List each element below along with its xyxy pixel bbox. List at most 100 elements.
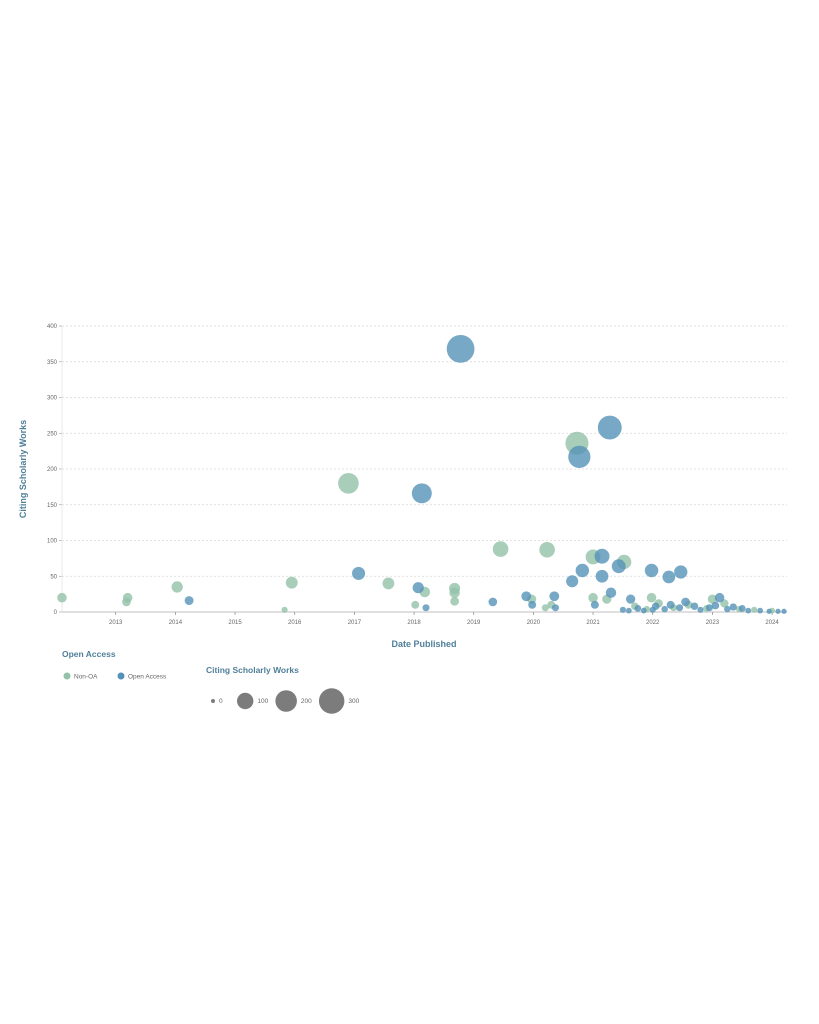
size-legend-bubble xyxy=(275,690,297,712)
data-point-non-oa xyxy=(751,606,758,613)
data-point-open-access xyxy=(619,606,626,613)
data-point-non-oa xyxy=(450,596,460,606)
data-point-non-oa xyxy=(281,606,288,613)
x-tick-label: 2018 xyxy=(407,620,421,626)
data-point-open-access xyxy=(611,559,626,574)
data-point-open-access xyxy=(605,587,617,598)
data-point-open-access xyxy=(568,445,591,468)
legend-label: Non-OA xyxy=(74,674,98,681)
data-point-open-access xyxy=(724,605,731,613)
x-tick-label: 2015 xyxy=(228,620,242,626)
data-point-open-access xyxy=(488,597,498,607)
y-axis-title: Citing Scholarly Works xyxy=(18,420,28,518)
data-point-non-oa xyxy=(492,541,509,557)
data-point-non-oa xyxy=(171,581,183,593)
y-tick-label: 50 xyxy=(50,574,57,580)
data-point-open-access xyxy=(595,569,609,583)
size-legend-title: Citing Scholarly Works xyxy=(206,665,299,675)
data-point-open-access xyxy=(575,563,590,578)
legend-swatch xyxy=(63,672,71,680)
data-point-open-access xyxy=(697,606,704,613)
data-point-open-access xyxy=(690,602,699,611)
size-legend-bubble xyxy=(237,692,254,710)
data-point-open-access xyxy=(649,606,656,613)
data-point-open-access xyxy=(681,597,690,607)
data-points xyxy=(57,334,787,614)
x-tick-label: 2017 xyxy=(348,620,362,626)
data-point-non-oa xyxy=(382,577,395,590)
data-point-open-access xyxy=(711,601,720,610)
data-point-non-oa xyxy=(541,604,549,612)
size-legend-label: 100 xyxy=(257,698,268,705)
y-tick-label: 100 xyxy=(47,539,58,545)
x-tick-label: 2020 xyxy=(527,620,541,626)
y-tick-label: 250 xyxy=(47,431,58,437)
data-point-non-oa xyxy=(588,592,598,603)
data-point-open-access xyxy=(597,415,622,440)
y-tick-label: 300 xyxy=(47,396,58,402)
y-tick-label: 150 xyxy=(47,503,58,509)
data-point-non-oa xyxy=(707,594,718,604)
data-point-open-access xyxy=(640,607,647,614)
x-tick-label: 2023 xyxy=(706,620,720,626)
data-point-open-access xyxy=(766,608,772,614)
data-point-non-oa xyxy=(338,472,359,494)
data-point-open-access xyxy=(594,548,610,564)
data-point-open-access xyxy=(781,608,787,614)
data-point-open-access xyxy=(714,592,725,603)
size-legend: Citing Scholarly Works 0 100 200 300 xyxy=(206,665,360,714)
color-legend-title: Open Access xyxy=(62,649,116,659)
legend-label: Open Access xyxy=(128,674,167,681)
data-point-non-oa xyxy=(539,542,555,558)
data-point-open-access xyxy=(352,566,366,580)
data-point-open-access xyxy=(528,600,537,609)
data-point-open-access xyxy=(184,596,194,606)
data-point-open-access xyxy=(775,608,781,614)
data-point-open-access xyxy=(644,563,659,578)
legend-swatch xyxy=(117,672,125,680)
data-point-open-access xyxy=(634,605,642,612)
y-axis: 0 50 100 150 200 250 300 350 400 xyxy=(47,324,63,616)
size-legend-bubble xyxy=(211,699,215,703)
data-point-open-access xyxy=(626,594,636,604)
data-point-open-access xyxy=(625,607,632,614)
grid-lines xyxy=(62,325,787,577)
data-point-non-oa xyxy=(285,576,298,589)
size-legend-label: 200 xyxy=(301,698,312,705)
y-tick-label: 400 xyxy=(47,324,58,330)
data-point-open-access xyxy=(551,604,559,612)
x-tick-label: 2019 xyxy=(467,620,481,626)
data-point-open-access xyxy=(738,605,746,612)
data-point-open-access xyxy=(705,604,713,612)
x-tick-label: 2016 xyxy=(288,620,302,626)
data-point-open-access xyxy=(412,582,424,594)
x-tick-label: 2021 xyxy=(586,620,600,626)
data-point-open-access xyxy=(549,591,560,602)
x-tick-label: 2022 xyxy=(646,620,660,626)
data-point-non-oa xyxy=(411,600,420,609)
y-tick-label: 200 xyxy=(47,467,58,473)
data-point-non-oa xyxy=(122,597,131,607)
data-point-open-access xyxy=(521,591,532,602)
data-point-open-access xyxy=(411,483,432,504)
x-tick-label: 2024 xyxy=(765,620,779,626)
data-point-open-access xyxy=(590,600,599,609)
size-legend-bubble xyxy=(318,688,345,714)
data-point-open-access xyxy=(666,600,675,609)
x-axis: 2013 2014 2015 2016 2017 2018 2019 2020 2021 2022… xyxy=(62,611,787,626)
size-legend-label: 0 xyxy=(219,698,223,705)
x-tick-label: 2013 xyxy=(109,620,123,626)
data-point-non-oa xyxy=(646,592,657,603)
data-point-open-access xyxy=(446,334,475,363)
data-point-open-access xyxy=(729,603,737,611)
data-point-open-access xyxy=(674,565,688,579)
data-point-open-access xyxy=(757,607,764,614)
data-point-open-access xyxy=(422,604,430,612)
data-point-open-access xyxy=(662,570,676,584)
data-point-open-access xyxy=(566,575,579,588)
data-point-non-oa xyxy=(57,592,67,603)
data-point-open-access xyxy=(745,607,752,614)
data-point-non-oa xyxy=(449,587,460,598)
color-legend: Open Access Non-OA Open Access xyxy=(62,649,167,681)
